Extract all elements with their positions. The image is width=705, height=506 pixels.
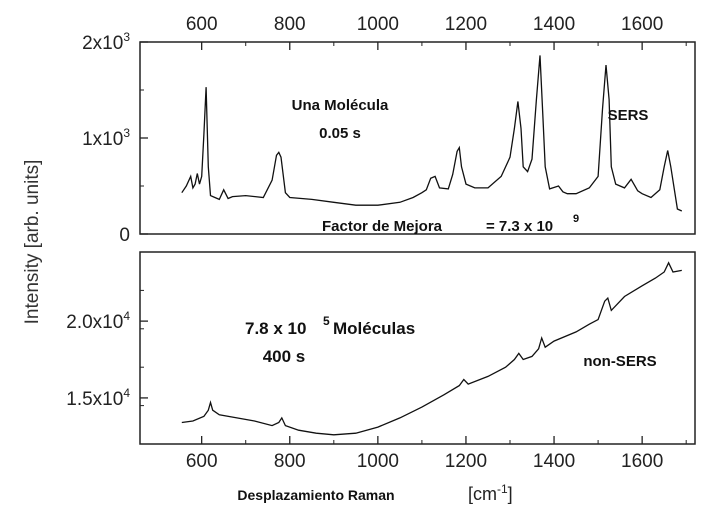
enhancement-factor-value: = 7.3 x 10 — [486, 218, 553, 235]
y-tick-label: 2x103 — [82, 30, 130, 54]
top-tick-label: 1200 — [445, 14, 487, 35]
bottom-x-axis: 600 800 1000 1200 1400 1600 — [186, 436, 687, 472]
molecule-count-base: 7.8 x 10 — [245, 319, 306, 338]
x-axis-label: Desplazamiento Raman — [237, 487, 394, 503]
non-sers-spectrum-line — [181, 261, 682, 436]
single-time-label: 0.05 s — [319, 125, 361, 142]
sers-label: SERS — [608, 107, 649, 124]
sers-panel-frame — [139, 41, 696, 235]
top-tick-label: 1400 — [533, 14, 575, 35]
y-axis-label: Intensity [arb. units] — [22, 160, 43, 325]
sers-y-axis: 0 1x103 2x103 — [82, 30, 148, 246]
top-tick-label: 1600 — [621, 14, 663, 35]
top-tick-label: 800 — [274, 14, 306, 35]
bottom-tick-label: 800 — [274, 451, 306, 472]
y-tick-label: 1.5x104 — [66, 386, 130, 410]
bottom-tick-label: 600 — [186, 451, 218, 472]
bottom-tick-label: 1000 — [357, 451, 399, 472]
y-tick-label: 1x103 — [82, 126, 130, 150]
x-axis-unit: [cm-1] — [468, 482, 513, 504]
molecule-count-exponent: 5 — [323, 314, 330, 328]
top-x-axis: 600 800 1000 1200 1400 1600 — [186, 14, 687, 50]
y-tick-label: 2.0x104 — [66, 309, 130, 333]
top-tick-label: 600 — [186, 14, 218, 35]
non-sers-panel-frame — [139, 251, 696, 445]
enhancement-factor-label: Factor de Mejora — [322, 218, 443, 235]
non-sers-label: non-SERS — [583, 353, 656, 370]
bottom-tick-label: 1600 — [621, 451, 663, 472]
sers-spectrum-line — [181, 55, 683, 212]
non-sers-y-axis: 1.5x104 2.0x104 — [66, 251, 148, 445]
bottom-tick-label: 1400 — [533, 451, 575, 472]
molecule-word: Moléculas — [333, 319, 415, 338]
top-tick-label: 1000 — [357, 14, 399, 35]
bottom-tick-label: 1200 — [445, 451, 487, 472]
y-tick-label: 0 — [119, 225, 130, 246]
enhancement-factor-exponent: 9 — [573, 213, 579, 225]
una-molecula-label: Una Molécula — [292, 97, 389, 114]
many-time-label: 400 s — [263, 347, 306, 366]
